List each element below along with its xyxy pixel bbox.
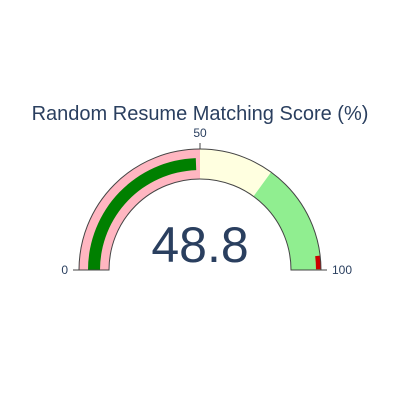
gauge-outline-layer bbox=[78, 148, 322, 271]
gauge-step-2 bbox=[253, 172, 321, 270]
chart-title: Random Resume Matching Score (%) bbox=[32, 103, 369, 125]
gauge-steps bbox=[79, 149, 321, 270]
gauge-outline bbox=[78, 148, 322, 271]
gauge-tick-label: 100 bbox=[332, 263, 352, 277]
gauge-tick-label: 50 bbox=[193, 126, 207, 140]
gauge-step-0 bbox=[79, 149, 200, 270]
gauge-step-1 bbox=[200, 149, 272, 197]
gauge-threshold-layer bbox=[315, 255, 321, 270]
gauge-threshold bbox=[315, 255, 321, 270]
gauge-value: 48.8 bbox=[151, 217, 248, 273]
gauge-ticks: 0 50 100 bbox=[61, 126, 352, 277]
gauge-tick-label: 0 bbox=[61, 263, 68, 277]
gauge-bar-layer bbox=[88, 158, 197, 270]
gauge-value-bar bbox=[88, 158, 197, 270]
